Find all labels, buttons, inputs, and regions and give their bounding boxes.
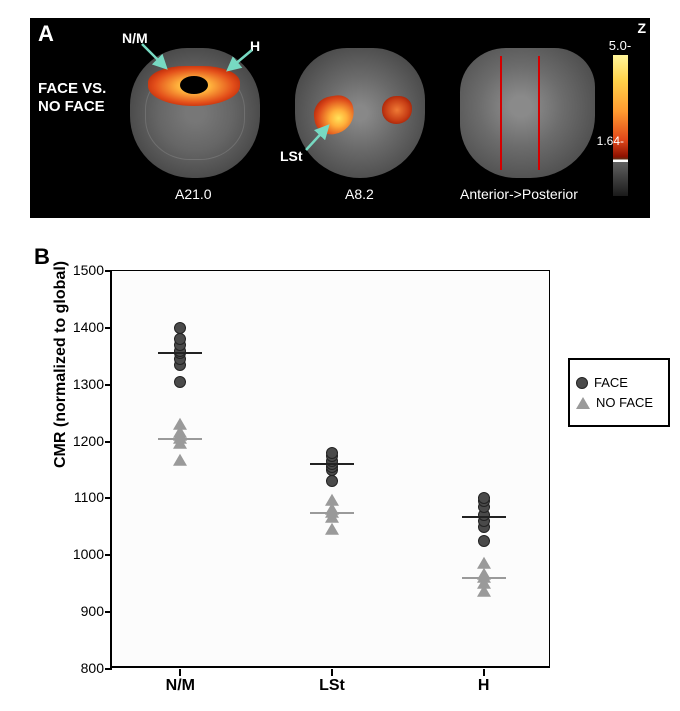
region-label-lst: LSt (280, 148, 303, 164)
y-tick-label: 1000 (62, 546, 104, 562)
colorbar: 5.0- (600, 38, 640, 196)
mean-line-face (158, 352, 202, 354)
sagittal-marker-1 (500, 56, 502, 170)
data-point-noface (477, 557, 491, 569)
legend-text-noface: NO FACE (596, 395, 653, 410)
panel-a-label: A (38, 21, 54, 47)
data-point-face (478, 535, 490, 547)
y-tick (105, 497, 112, 499)
legend-marker-noface-icon (576, 397, 590, 409)
data-point-face (326, 447, 338, 459)
panel-a: A FACE VS.NO FACE N/M H LSt A21.0 A8.2 A… (30, 18, 650, 218)
mean-line-noface (310, 512, 354, 514)
y-tick-label: 900 (62, 603, 104, 619)
legend-text-face: FACE (594, 375, 628, 390)
data-point-noface (325, 522, 339, 534)
x-tick-label: H (454, 677, 514, 695)
y-tick (105, 270, 112, 272)
y-tick-label: 1200 (62, 433, 104, 449)
mean-line-noface (462, 577, 506, 579)
colorbar-mid-label: 1.64- (597, 134, 624, 148)
legend-marker-face-icon (576, 377, 588, 389)
y-tick-label: 800 (62, 660, 104, 676)
legend-row-face: FACE (576, 375, 662, 390)
colorbar-gradient (613, 55, 628, 196)
data-point-noface (173, 417, 187, 429)
x-tick-label: N/M (150, 677, 210, 695)
slice-caption-1: A21.0 (175, 186, 212, 202)
x-tick (483, 669, 485, 676)
figure: A FACE VS.NO FACE N/M H LSt A21.0 A8.2 A… (0, 0, 680, 711)
data-point-noface (173, 454, 187, 466)
y-tick-label: 1500 (62, 262, 104, 278)
arrow-nm-icon (140, 42, 174, 76)
data-point-face (174, 333, 186, 345)
y-tick-label: 1400 (62, 319, 104, 335)
colorbar-top-label: 5.0- (609, 38, 631, 53)
y-tick (105, 611, 112, 613)
legend-row-noface: NO FACE (576, 395, 662, 410)
data-point-face (174, 322, 186, 334)
slice-caption-2: A8.2 (345, 186, 374, 202)
mean-line-face (310, 463, 354, 465)
data-point-face (478, 492, 490, 504)
x-tick (331, 669, 333, 676)
x-tick-label: LSt (302, 677, 362, 695)
condition-label: FACE VS.NO FACE (38, 80, 106, 116)
arrow-lst-icon (302, 120, 336, 154)
y-tick (105, 441, 112, 443)
sagittal-slice (460, 48, 595, 178)
mean-line-face (462, 516, 506, 518)
y-tick (105, 668, 112, 670)
x-tick (179, 669, 181, 676)
slice-caption-3: Anterior->Posterior (460, 186, 578, 202)
legend: FACE NO FACE (568, 358, 670, 427)
activation-gap (180, 76, 208, 94)
colorbar-z-label: Z (637, 20, 646, 36)
panel-b: B CMR (normalized to global) 80090010001… (30, 248, 650, 696)
panel-b-label: B (34, 244, 50, 270)
y-tick (105, 327, 112, 329)
data-point-face (174, 376, 186, 388)
y-tick-label: 1100 (62, 489, 104, 505)
scatter-chart: 800900100011001200130014001500N/MLStH (110, 270, 550, 668)
data-point-noface (325, 494, 339, 506)
y-tick-label: 1300 (62, 376, 104, 392)
arrow-h-icon (222, 48, 256, 78)
data-point-face (326, 475, 338, 487)
y-tick (105, 384, 112, 386)
y-tick (105, 554, 112, 556)
sagittal-marker-2 (538, 56, 540, 170)
mean-line-noface (158, 438, 202, 440)
